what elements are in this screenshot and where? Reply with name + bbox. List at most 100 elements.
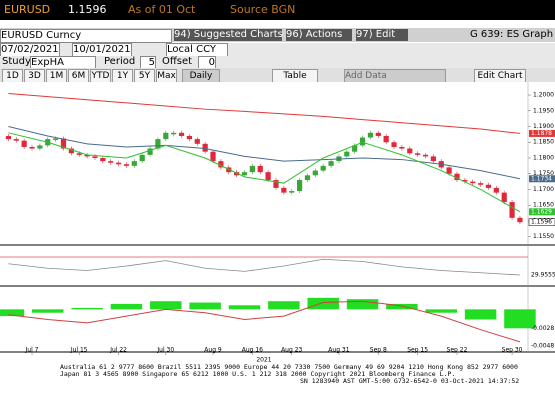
candle-body	[359, 137, 366, 146]
candle-body	[194, 139, 200, 144]
range-bar: 07/02/2021 10/01/2021 Local CCY	[0, 43, 555, 57]
x-tick-label: Sep 22	[447, 347, 468, 354]
suggested-charts[interactable]: 94) Suggested Charts	[174, 29, 283, 41]
candle-body	[100, 157, 106, 162]
x-tick-label: Jul 15	[70, 347, 88, 354]
x-tick-label: Aug 16	[242, 347, 263, 354]
start-date[interactable]: 07/02/2021	[0, 43, 60, 57]
y-tick-label: 1.2000	[533, 92, 554, 99]
price-tag	[528, 218, 555, 226]
candle-body	[123, 164, 130, 166]
edit[interactable]: 97) Edit	[356, 29, 408, 41]
price-tag-label: 1.1596	[531, 219, 552, 226]
price-tag	[529, 208, 555, 216]
x-tick-label: Sep 30	[502, 347, 523, 354]
actions[interactable]: 96) Actions	[286, 29, 352, 41]
candle-body	[367, 132, 374, 138]
candle-body	[304, 175, 311, 181]
add-data[interactable]: Add Data	[344, 69, 446, 83]
period-button[interactable]: Max	[156, 69, 177, 83]
candle-body	[399, 146, 405, 149]
y-tick-label: 1.1650	[533, 202, 554, 209]
period-button[interactable]: 3D	[24, 69, 45, 83]
candle-body	[234, 172, 240, 176]
candle-body	[29, 146, 35, 149]
period-label: Period	[104, 56, 136, 67]
year-label: 2021	[256, 357, 271, 364]
edit-chart[interactable]: Edit Chart	[474, 69, 526, 83]
toolbar: EURUSD Curncy 94) Suggested Charts 96) A…	[0, 28, 555, 43]
x-tick-label: Jul 7	[25, 347, 39, 354]
candle-body	[391, 142, 397, 147]
candle-body	[249, 165, 255, 173]
x-tick-label: Aug 9	[204, 347, 222, 354]
candle-body	[383, 135, 389, 143]
table-button[interactable]: Table	[272, 69, 318, 83]
ticker: EURUSD	[4, 3, 51, 16]
period-button[interactable]: YTD	[90, 69, 111, 83]
period-button[interactable]: 1D	[2, 69, 23, 83]
candle-body	[139, 154, 145, 162]
candle-body	[68, 148, 74, 154]
macd-bar	[32, 309, 64, 313]
candle-body	[218, 161, 224, 168]
candle-body	[296, 180, 303, 192]
rsi-line	[8, 258, 520, 276]
y-tick-label: 1.1950	[533, 107, 554, 114]
period-button[interactable]: 1M	[46, 69, 67, 83]
candle-body	[60, 138, 67, 149]
security-field[interactable]: EURUSD Curncy	[0, 29, 172, 43]
candle-body	[273, 180, 279, 188]
candle-body	[5, 135, 11, 140]
candle-body	[131, 161, 137, 166]
study-label: Study	[2, 56, 31, 67]
currency[interactable]: Local CCY	[166, 43, 228, 57]
price: 1.1596	[68, 3, 107, 16]
macd-bar	[71, 307, 103, 310]
header-bar: EURUSD 1.1596 As of 01 Oct Source BGN	[0, 0, 555, 20]
y-tick-label: 1.1750	[533, 170, 554, 177]
candle-body	[478, 183, 484, 185]
period-button[interactable]: 6M	[68, 69, 89, 83]
x-tick-label: Sep 8	[370, 347, 387, 354]
candle-body	[415, 153, 421, 155]
macd-bar	[189, 302, 221, 310]
price-tag-label: 1.1629	[531, 208, 552, 215]
period-button[interactable]: 1Y	[112, 69, 133, 83]
price-tag	[529, 175, 555, 183]
candle-body	[320, 165, 326, 171]
macd-bar	[346, 299, 379, 310]
macd-bar	[425, 309, 457, 313]
graph-id: G 639: ES Graph	[470, 29, 554, 40]
period[interactable]: 5	[140, 56, 156, 70]
macd-bar	[307, 297, 339, 310]
candle-body	[53, 138, 59, 140]
moving-average	[8, 92, 521, 134]
candle-body	[422, 154, 429, 157]
y-tick-label: 1.1800	[533, 154, 554, 161]
candle-body	[407, 148, 413, 154]
macd-bar	[228, 305, 261, 310]
candle-body	[84, 154, 90, 157]
end-date[interactable]: 10/01/2021	[72, 43, 132, 57]
candle-body	[92, 156, 98, 158]
footer-line: SN 1283940 AST GMT-5:00 G732-6542-0 03-O…	[300, 377, 520, 385]
footer-line: Australia 61 2 9777 8600 Brazil 5511 239…	[60, 363, 518, 371]
candle-body	[115, 162, 122, 165]
candle-body	[470, 181, 476, 184]
macd-bar	[268, 301, 300, 310]
candle-body	[163, 132, 169, 140]
candle-body	[493, 187, 499, 193]
y-tick-label: 1.1700	[533, 186, 554, 193]
moving-average	[8, 126, 521, 180]
candle-body	[501, 192, 507, 203]
candle-body	[352, 145, 358, 152]
frequency[interactable]: Daily	[182, 69, 220, 83]
period-button[interactable]: 5Y	[134, 69, 155, 83]
macd-bar	[504, 309, 536, 329]
candle-body	[462, 180, 468, 182]
candle-body	[171, 132, 177, 135]
plot-bg	[0, 82, 555, 364]
candle-body	[281, 187, 287, 193]
candle-body	[21, 140, 27, 147]
